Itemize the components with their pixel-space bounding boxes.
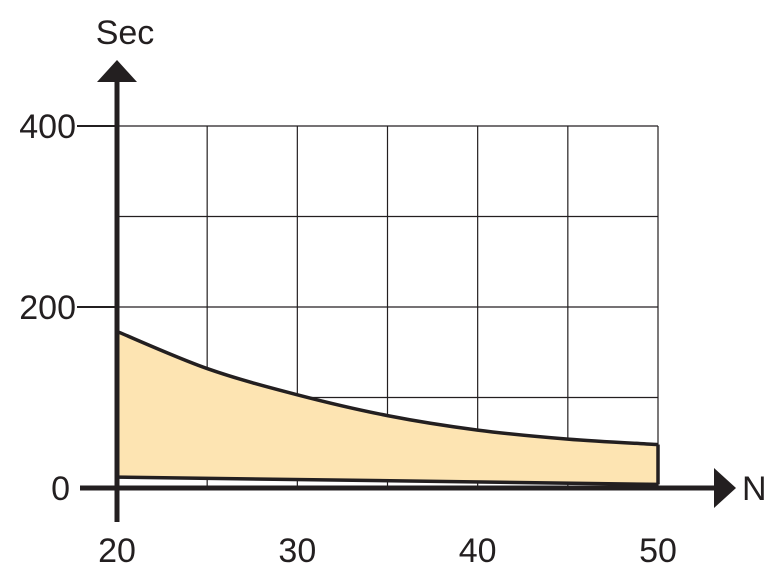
upper-bound-line (116, 329, 659, 447)
x-axis-title: N (742, 470, 767, 508)
y-tick-label: 200 (19, 289, 76, 327)
tick-labels: 0 200 400 20 30 40 50 (19, 108, 677, 570)
shaded-band-area (117, 331, 658, 485)
x-tick-label: 50 (639, 532, 677, 570)
x-tick-label: 40 (459, 532, 497, 570)
x-tick-label: 20 (98, 532, 136, 570)
y-axis-title: Sec (96, 14, 155, 52)
axes (80, 60, 736, 522)
x-axis-arrowhead (714, 468, 736, 508)
lower-bound-line (116, 475, 659, 487)
y-tick-label: 400 (19, 108, 76, 146)
axis-ticks (77, 125, 117, 308)
y-tick-label: 0 (51, 470, 70, 508)
x-tick-label: 30 (278, 532, 316, 570)
y-axis-arrowhead (97, 60, 137, 82)
